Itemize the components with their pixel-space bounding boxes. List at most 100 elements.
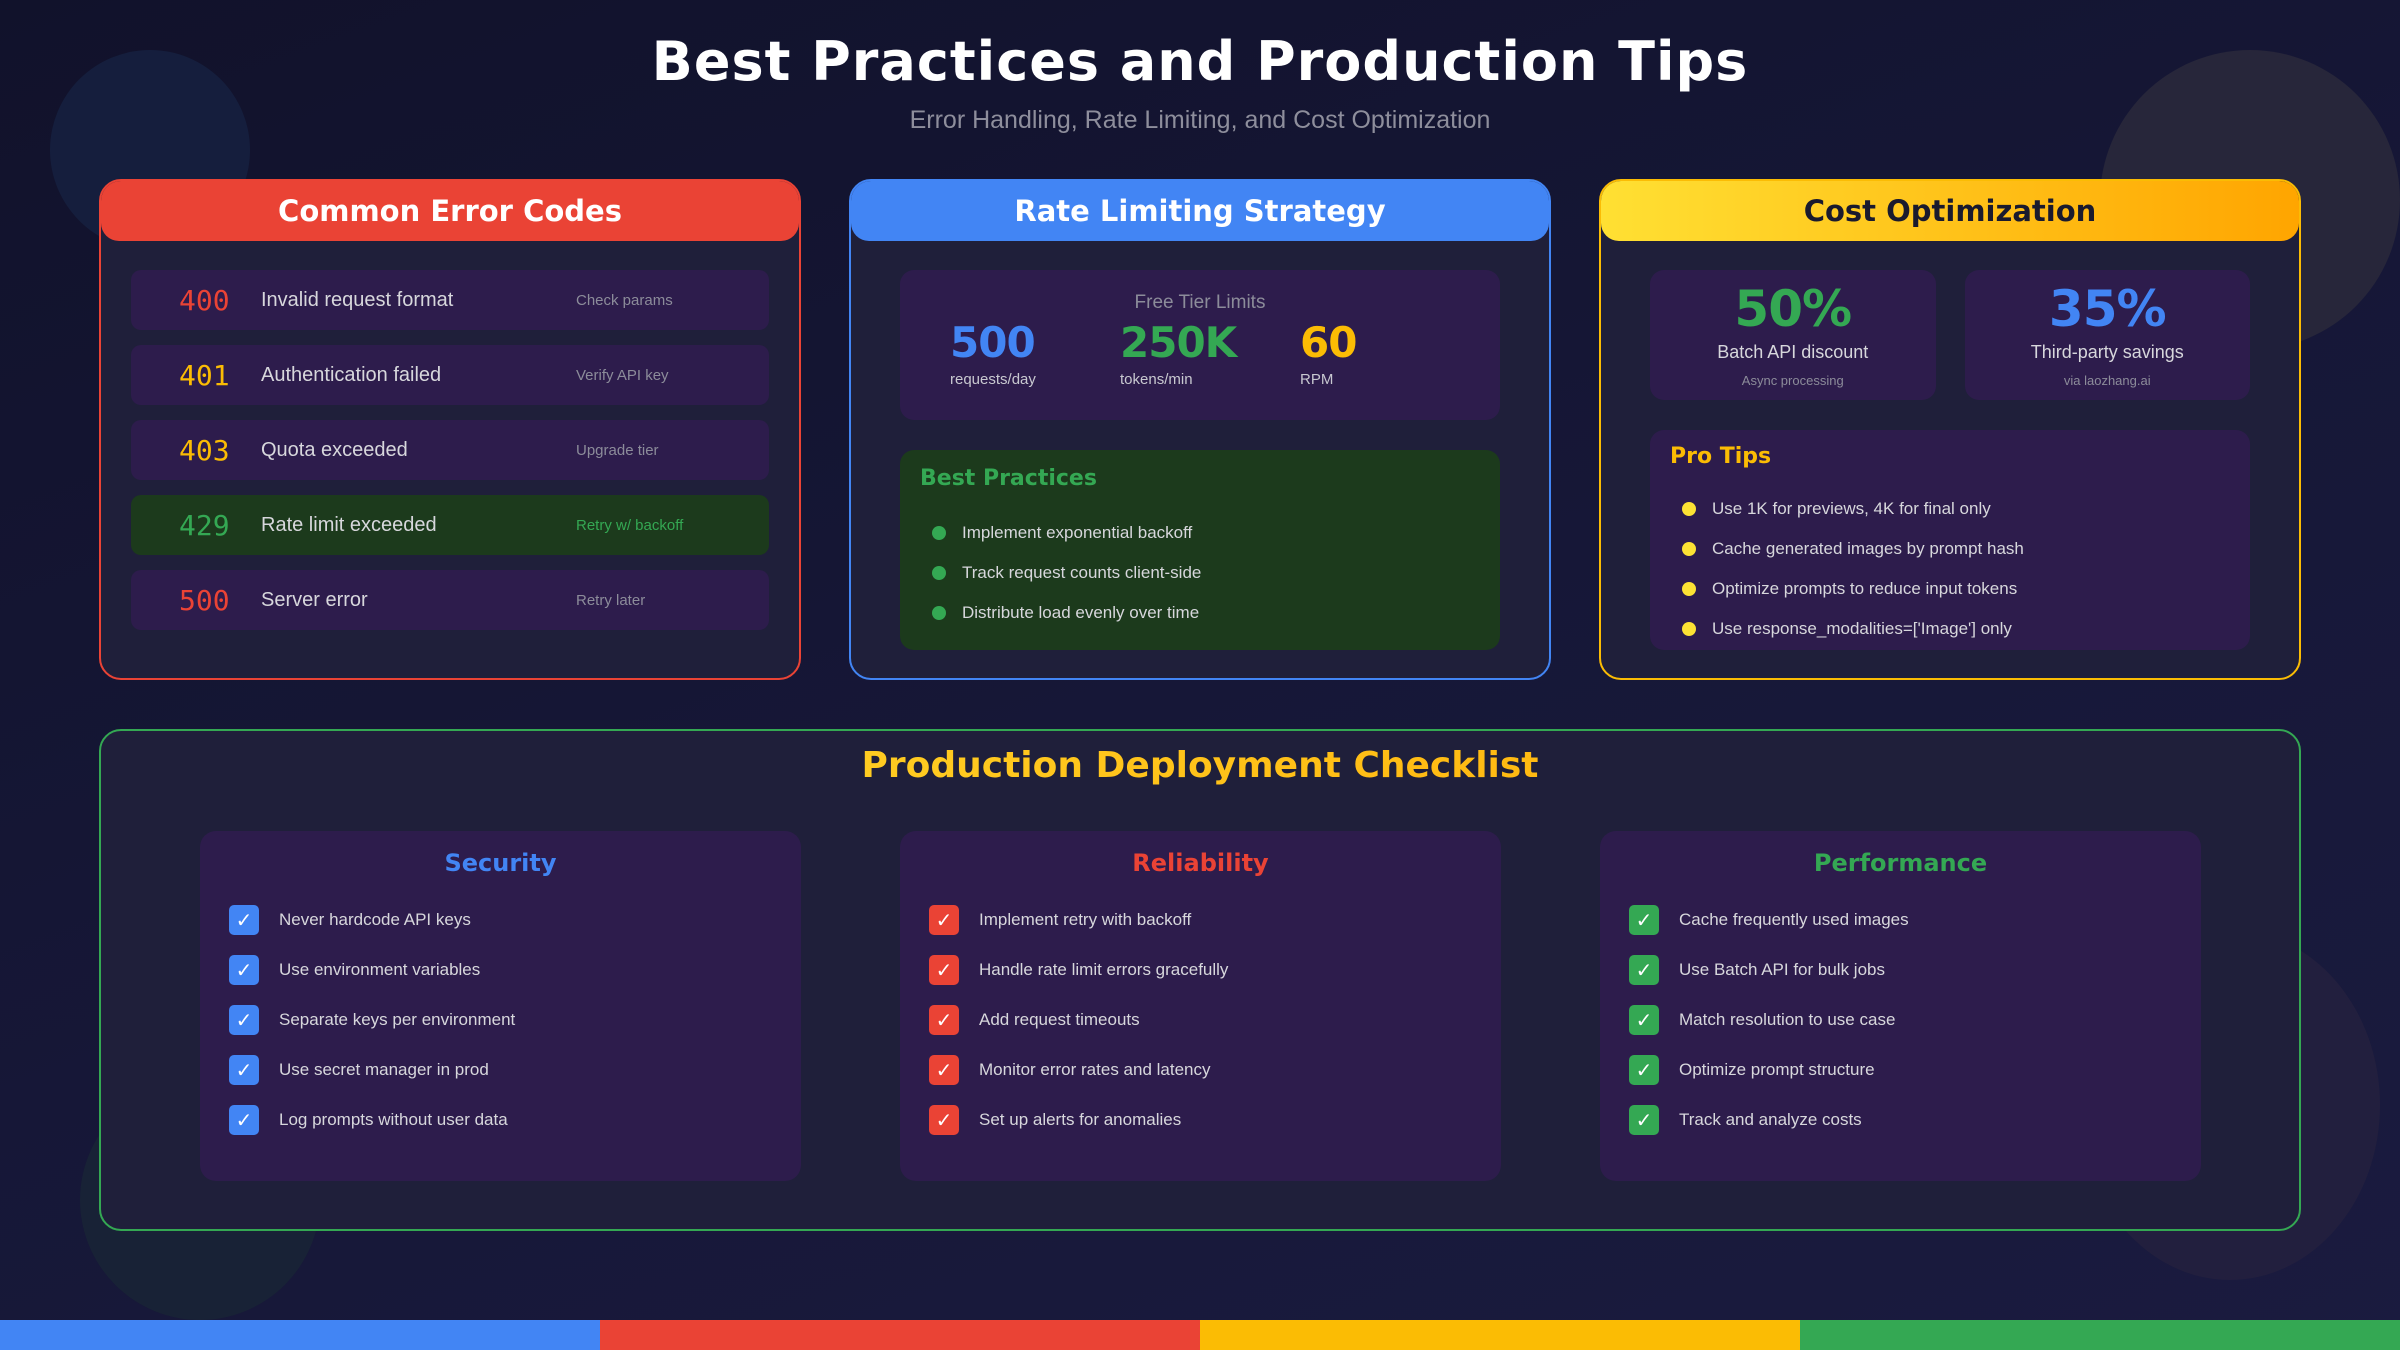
pro-tip-item: Use 1K for previews, 4K for final only <box>1670 489 2230 529</box>
stat-value: 50% <box>1734 280 1852 338</box>
color-stripe-yellow <box>1200 1320 1800 1350</box>
card-title: Common Error Codes <box>101 181 799 241</box>
checklist-item-text: Use environment variables <box>279 960 481 979</box>
error-row-500: 500 Server error Retry later <box>131 570 769 630</box>
pro-tips-title: Pro Tips <box>1670 444 1772 469</box>
error-description: Invalid request format <box>261 288 454 311</box>
best-practice-text: Distribute load evenly over time <box>962 603 1200 622</box>
checkbox-checked-icon[interactable]: ✓ <box>229 1005 259 1035</box>
checkbox-checked-icon[interactable]: ✓ <box>929 1055 959 1085</box>
stat-sublabel: via laozhang.ai <box>2063 373 2151 388</box>
checkbox-checked-icon[interactable]: ✓ <box>1629 1055 1659 1085</box>
limit-label: tokens/min <box>1120 371 1193 388</box>
checklist-item-text: Implement retry with backoff <box>979 910 1192 929</box>
best-practice-item: Implement exponential backoff <box>920 513 1480 553</box>
deployment-checklist: Production Deployment Checklist Security… <box>99 729 2301 1231</box>
limit-value: 250K <box>1120 318 1237 367</box>
cost-optimization-card: Cost Optimization 50% Batch API discount… <box>1599 179 2301 680</box>
checkbox-checked-icon[interactable]: ✓ <box>229 905 259 935</box>
best-practices-title: Best Practices <box>920 466 1097 491</box>
best-practice-text: Track request counts client-side <box>962 563 1202 582</box>
error-row-401: 401 Authentication failed Verify API key <box>131 345 769 405</box>
checklist-item-text: Separate keys per environment <box>279 1010 516 1029</box>
error-code: 500 <box>179 583 230 617</box>
bullet-dot-icon <box>1682 582 1696 596</box>
error-action: Retry later <box>576 591 646 609</box>
checklist-column-security: Security ✓ Never hardcode API keys ✓ Use e… <box>200 831 801 1181</box>
error-row-400: 400 Invalid request format Check params <box>131 270 769 330</box>
checkbox-checked-icon[interactable]: ✓ <box>229 1105 259 1135</box>
checklist-item-text: Match resolution to use case <box>1679 1010 1896 1029</box>
checklist-item-text: Use Batch API for bulk jobs <box>1679 960 1885 979</box>
bullet-dot-icon <box>932 526 946 540</box>
error-code-list: 400 Invalid request format Check params … <box>101 241 799 630</box>
rate-limiting-card: Rate Limiting Strategy Free Tier Limits … <box>849 179 1551 680</box>
bullet-dot-icon <box>932 606 946 620</box>
pro-tip-text: Use 1K for previews, 4K for final only <box>1712 499 1991 518</box>
bullet-dot-icon <box>932 566 946 580</box>
pro-tip-text: Cache generated images by prompt hash <box>1712 539 2024 558</box>
error-code: 403 <box>179 433 230 467</box>
pro-tips-panel: Pro Tips Use 1K for previews, 4K for fin… <box>1650 430 2250 650</box>
checklist-item: ✓ Add request timeouts <box>929 995 1501 1045</box>
checkbox-checked-icon[interactable]: ✓ <box>929 905 959 935</box>
pro-tip-item: Use response_modalities=['Image'] only <box>1670 609 2230 649</box>
checklist-item-text: Cache frequently used images <box>1679 910 1909 929</box>
column-title: Reliability <box>1132 849 1269 877</box>
best-practices-panel: Best Practices Implement exponential bac… <box>900 450 1500 650</box>
bullet-dot-icon <box>1682 622 1696 636</box>
pro-tip-item: Cache generated images by prompt hash <box>1670 529 2230 569</box>
best-practice-item: Track request counts client-side <box>920 553 1480 593</box>
limit-value: 500 <box>950 318 1036 367</box>
page-title: Best Practices and Production Tips <box>651 30 1749 93</box>
checklist-item: ✓ Implement retry with backoff <box>929 895 1501 945</box>
error-codes-card: Common Error Codes 400 Invalid request f… <box>99 179 801 680</box>
limit-requests-per-day: 500 requests/day <box>950 318 1036 388</box>
error-code: 429 <box>179 508 230 542</box>
checklist-item-text: Track and analyze costs <box>1679 1110 1862 1129</box>
pro-tip-item: Optimize prompts to reduce input tokens <box>1670 569 2230 609</box>
stat-batch-discount: 50% Batch API discount Async processing <box>1650 270 1936 400</box>
checklist-item-text: Set up alerts for anomalies <box>979 1110 1182 1129</box>
error-action: Check params <box>576 291 673 309</box>
checklist-title: Production Deployment Checklist <box>101 745 2299 786</box>
color-stripe-blue <box>0 1320 600 1350</box>
stat-label: Batch API discount <box>1717 342 1869 362</box>
limit-tokens-per-min: 250K tokens/min <box>1120 318 1237 388</box>
checklist-item: ✓ Set up alerts for anomalies <box>929 1095 1501 1145</box>
checkbox-checked-icon[interactable]: ✓ <box>229 955 259 985</box>
column-title: Security <box>444 849 557 877</box>
error-description: Authentication failed <box>261 363 442 386</box>
column-title: Performance <box>1813 849 1988 877</box>
limits-title: Free Tier Limits <box>1134 292 1266 313</box>
error-description: Quota exceeded <box>261 438 408 461</box>
checkbox-checked-icon[interactable]: ✓ <box>229 1055 259 1085</box>
bullet-dot-icon <box>1682 502 1696 516</box>
error-description: Server error <box>261 588 368 611</box>
checklist-item-text: Optimize prompt structure <box>1679 1060 1875 1079</box>
checklist-item: ✓ Match resolution to use case <box>1629 995 2201 1045</box>
checklist-item: ✓ Never hardcode API keys <box>229 895 801 945</box>
checklist-item: ✓ Separate keys per environment <box>229 995 801 1045</box>
stat-third-party-savings: 35% Third-party savings via laozhang.ai <box>1964 270 2250 400</box>
checkbox-checked-icon[interactable]: ✓ <box>1629 1105 1659 1135</box>
checklist-column-performance: Performance ✓ Cache frequently used image… <box>1600 831 2201 1181</box>
checklist-item-text: Handle rate limit errors gracefully <box>979 960 1229 979</box>
checklist-item: ✓ Use Batch API for bulk jobs <box>1629 945 2201 995</box>
checklist-item-text: Never hardcode API keys <box>279 910 471 929</box>
pro-tip-text: Optimize prompts to reduce input tokens <box>1712 579 2018 598</box>
checkbox-checked-icon[interactable]: ✓ <box>929 1005 959 1035</box>
checkbox-checked-icon[interactable]: ✓ <box>1629 905 1659 935</box>
error-code: 400 <box>179 283 230 317</box>
checklist-item-text: Add request timeouts <box>979 1010 1140 1029</box>
checklist-item: ✓ Optimize prompt structure <box>1629 1045 2201 1095</box>
checkbox-checked-icon[interactable]: ✓ <box>929 1105 959 1135</box>
error-code: 401 <box>179 358 230 392</box>
checkbox-checked-icon[interactable]: ✓ <box>929 955 959 985</box>
checkbox-checked-icon[interactable]: ✓ <box>1629 1005 1659 1035</box>
card-title: Rate Limiting Strategy <box>851 181 1549 241</box>
free-tier-limits-panel: Free Tier Limits 500 requests/day 250K t… <box>900 270 1500 420</box>
page-subtitle: Error Handling, Rate Limiting, and Cost … <box>909 106 1491 134</box>
checkbox-checked-icon[interactable]: ✓ <box>1629 955 1659 985</box>
checklist-item: ✓ Use secret manager in prod <box>229 1045 801 1095</box>
